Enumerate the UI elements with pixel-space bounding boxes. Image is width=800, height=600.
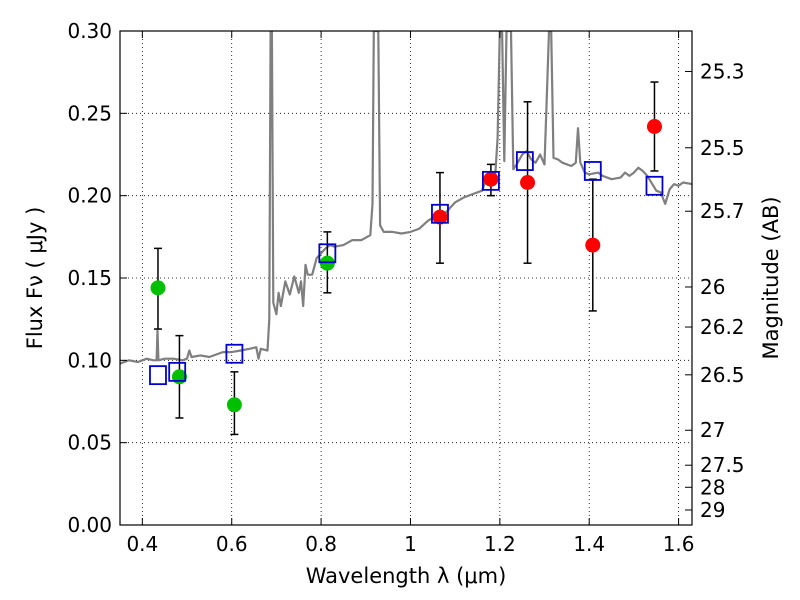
x-tick-label: 0.8 <box>305 532 337 556</box>
magnitude-tick-label: 25.3 <box>700 59 745 83</box>
magnitude-tick-label: 27.5 <box>700 453 745 477</box>
red-data-point <box>585 237 601 253</box>
red-data-point <box>483 171 499 187</box>
model-square-marker <box>318 243 337 264</box>
model-square-marker <box>225 343 244 364</box>
magnitude-tick-label: 26 <box>700 275 725 299</box>
y-axis-label: Flux Fν ( μJy ) <box>23 207 47 350</box>
magnitude-tick-label: 26.5 <box>700 363 745 387</box>
model-square-marker <box>583 161 602 181</box>
x-tick-label: 0.6 <box>216 532 248 556</box>
magnitude-tick-label: 26.2 <box>700 315 745 339</box>
y-tick-label: 0.00 <box>67 513 112 537</box>
axis-ticks: 0.4 0.6 0.8 1 1.2 1.4 1.6 0.00 0.05 0.10 0.15 0.20 0… <box>67 19 744 556</box>
red-data-point <box>520 174 536 190</box>
x-tick-label: 1.6 <box>663 532 695 556</box>
y-tick-label: 0.10 <box>67 348 112 372</box>
model-square-marker <box>431 203 449 224</box>
y-tick-label: 0.30 <box>67 19 112 43</box>
y-tick-label: 0.15 <box>67 266 112 290</box>
y-tick-label: 0.20 <box>67 184 112 208</box>
model-square-marker <box>645 175 664 196</box>
x-tick-label: 1 <box>404 532 417 556</box>
x-tick-label: 1.4 <box>573 532 605 556</box>
magnitude-tick-label: 28 <box>700 475 725 499</box>
model-square-marker <box>515 151 534 171</box>
data-markers <box>149 119 664 413</box>
green-data-point <box>150 280 166 296</box>
magnitude-tick-label: 29 <box>700 498 725 522</box>
x-axis-label: Wavelength λ (μm) <box>306 564 507 588</box>
model-square-marker <box>149 365 167 386</box>
magnitude-axis-label: Magnitude (AB) <box>759 196 783 359</box>
x-tick-label: 0.4 <box>126 532 158 556</box>
magnitude-tick-label: 25.5 <box>700 136 745 160</box>
magnitude-tick-label: 25.7 <box>700 199 745 223</box>
x-tick-label: 1.2 <box>484 532 516 556</box>
model-spectrum-layer <box>120 31 692 365</box>
y-tick-label: 0.25 <box>67 101 112 125</box>
red-data-point <box>646 119 662 135</box>
model-spectrum-line <box>120 31 692 365</box>
model-square-marker <box>482 170 500 191</box>
green-data-point <box>226 397 242 413</box>
red-data-point <box>432 209 448 225</box>
y-tick-label: 0.05 <box>67 431 112 455</box>
magnitude-tick-label: 27 <box>700 418 725 442</box>
model-square-marker <box>168 361 187 382</box>
